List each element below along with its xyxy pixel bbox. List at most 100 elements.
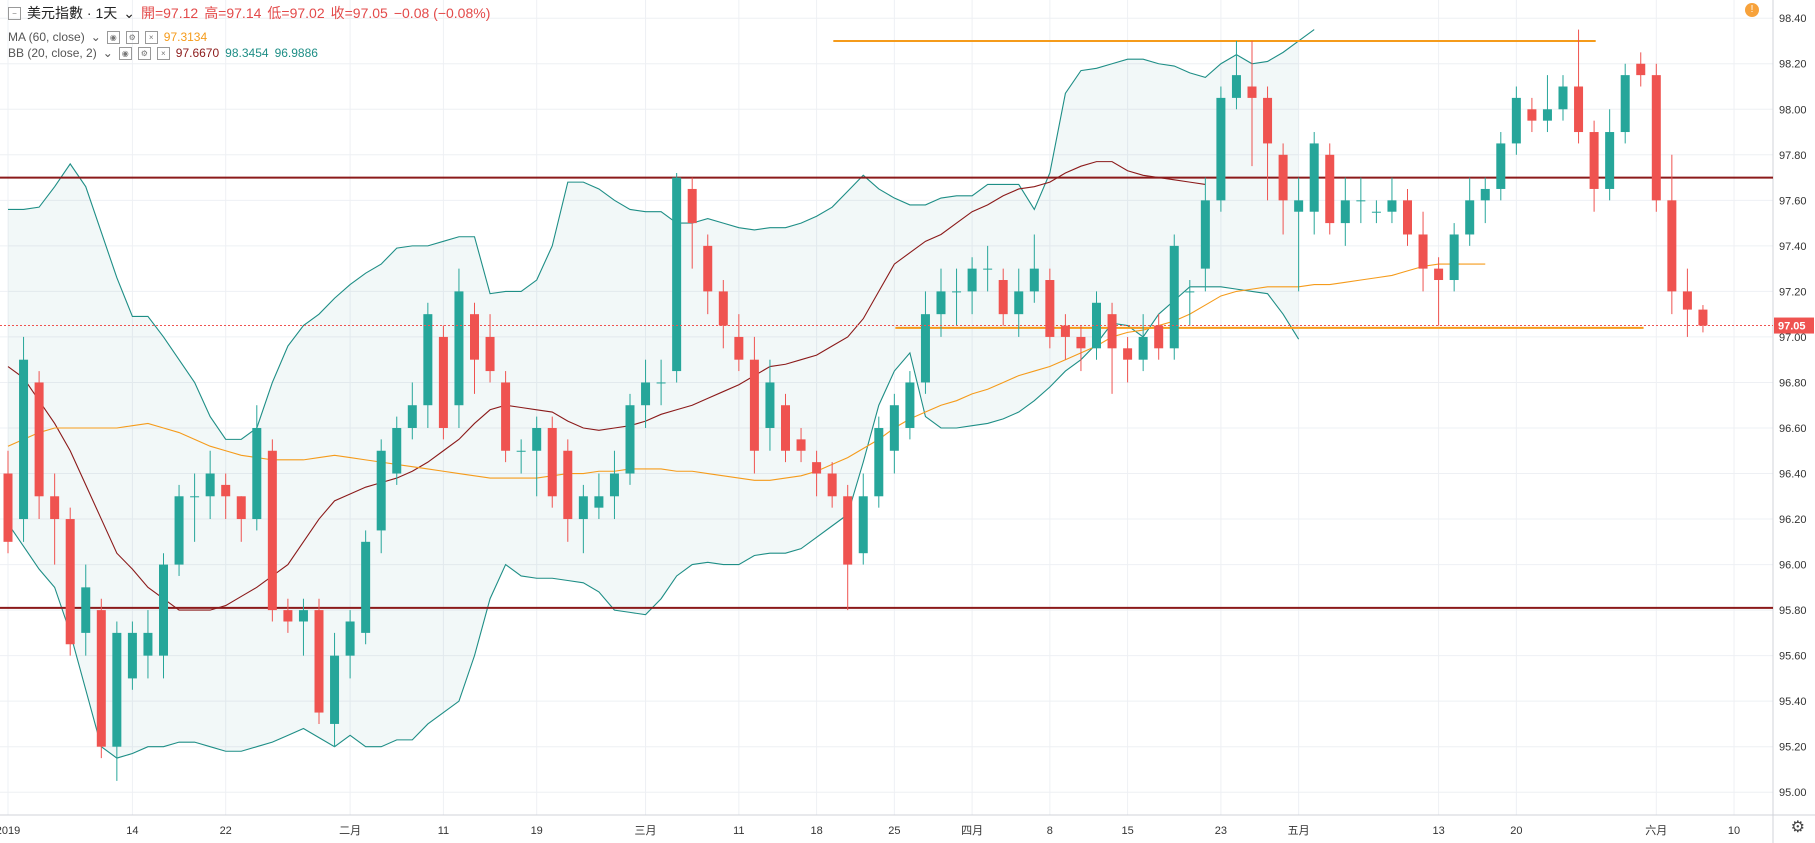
- candle-body: [812, 462, 822, 474]
- candle-body: [1558, 86, 1568, 110]
- candle-body: [874, 427, 884, 497]
- x-tick-label: 二月: [339, 825, 361, 837]
- bb-upper-line: [8, 29, 1315, 440]
- y-tick-label: 95.20: [1779, 742, 1807, 754]
- candle-body: [267, 450, 277, 611]
- candle-body: [1060, 325, 1070, 337]
- candle-body: [236, 496, 246, 520]
- candle-body: [50, 496, 60, 520]
- candle-body: [1698, 309, 1708, 326]
- candle-body: [485, 336, 495, 372]
- candle-body: [205, 473, 215, 497]
- candle-body: [34, 382, 44, 497]
- gear-icon[interactable]: ⚙: [137, 46, 151, 60]
- y-tick-label: 95.00: [1779, 787, 1807, 799]
- x-tick-label: 四月: [961, 825, 983, 837]
- last-price-tag: [1774, 317, 1814, 334]
- candle-body: [1511, 97, 1521, 144]
- candle-body: [361, 541, 371, 633]
- x-tick-label: 10: [1728, 825, 1740, 837]
- candle-body: [1029, 268, 1039, 292]
- candle-body: [796, 439, 806, 451]
- candle-body: [298, 610, 308, 622]
- gear-icon[interactable]: ⚙: [1790, 819, 1805, 836]
- x-tick-label: 20: [1510, 825, 1522, 837]
- candle-body: [501, 382, 511, 451]
- candle-body: [1636, 63, 1646, 76]
- candle-body: [858, 496, 868, 554]
- minus-square-icon[interactable]: −: [8, 6, 21, 20]
- candle-body: [625, 405, 635, 474]
- x-tick-label: 22: [220, 825, 232, 837]
- candle-body: [96, 610, 106, 747]
- candle-body: [1620, 75, 1630, 133]
- candle-body: [1340, 200, 1350, 224]
- symbol-header: − 美元指數 · 1天 ⌄ 開=97.12 高=97.14 低=97.02 收=…: [8, 3, 496, 23]
- chevron-down-icon[interactable]: ⌄: [90, 30, 101, 44]
- bb-basis-value: 97.6670: [175, 46, 220, 60]
- y-tick-label: 95.80: [1779, 605, 1807, 617]
- bb-band-fill: [8, 40, 1299, 759]
- candle-body: [734, 336, 744, 360]
- candle-body: [1356, 200, 1366, 202]
- candle-body: [1403, 200, 1412, 235]
- candle-body: [1651, 75, 1661, 201]
- candle-body: [1014, 291, 1024, 315]
- x-tick-label: 8: [1047, 825, 1053, 837]
- candle-body: [1123, 348, 1133, 360]
- y-tick-label: 98.00: [1779, 104, 1807, 116]
- chevron-down-icon[interactable]: ⌄: [102, 46, 113, 60]
- x-tick-label: 14: [126, 825, 138, 837]
- candle-body: [1278, 154, 1288, 201]
- gear-icon[interactable]: ⚙: [125, 30, 139, 44]
- candle-body: [749, 359, 759, 451]
- candle-body: [827, 473, 837, 497]
- candle-body: [920, 314, 930, 383]
- candle-body: [438, 336, 448, 428]
- eye-icon[interactable]: ◉: [106, 30, 120, 44]
- candle-body: [1169, 245, 1179, 349]
- candle-body: [703, 245, 713, 292]
- candle-body: [516, 450, 526, 452]
- candle-body: [1247, 86, 1257, 98]
- y-tick-label: 98.20: [1779, 59, 1807, 71]
- close-icon[interactable]: ×: [156, 46, 170, 60]
- symbol-name[interactable]: 美元指數 · 1天: [27, 5, 118, 21]
- y-tick-label: 96.80: [1779, 377, 1807, 389]
- x-tick-label: 23: [1215, 825, 1227, 837]
- open-value: 開=97.12: [140, 5, 199, 21]
- y-tick-label: 96.00: [1779, 560, 1807, 572]
- candle-body: [1185, 291, 1195, 293]
- candle-body: [19, 359, 29, 520]
- bb-basis-line: [7, 161, 1206, 611]
- candle-body: [1138, 336, 1148, 360]
- candle-body: [252, 427, 262, 520]
- y-tick-label: 96.40: [1779, 469, 1807, 481]
- candle-body: [1667, 200, 1677, 292]
- candle-body: [1076, 336, 1086, 349]
- close-icon[interactable]: ×: [144, 30, 158, 44]
- candle-body: [1480, 188, 1490, 201]
- candle-body: [998, 280, 1008, 315]
- ma-value: 97.3134: [163, 30, 208, 44]
- candle-body: [143, 632, 153, 656]
- candle-body: [1496, 143, 1506, 189]
- candle-body: [1371, 211, 1381, 213]
- candle-body: [174, 496, 184, 565]
- eye-icon[interactable]: ◉: [118, 46, 132, 60]
- candle-body: [1574, 86, 1584, 133]
- candle-body: [1449, 234, 1459, 281]
- candle-body: [905, 382, 915, 428]
- candle-body: [190, 496, 200, 498]
- bb-upper-value: 98.3454: [225, 46, 269, 60]
- y-tick-label: 97.80: [1779, 150, 1807, 162]
- y-tick-label: 96.60: [1779, 423, 1807, 435]
- candle-body: [314, 610, 324, 713]
- bb-label[interactable]: BB (20, close, 2): [8, 46, 97, 60]
- ma-label[interactable]: MA (60, close): [8, 30, 85, 44]
- candle-body: [656, 382, 666, 384]
- chevron-down-icon[interactable]: ⌄: [123, 4, 135, 21]
- candle-body: [423, 314, 433, 406]
- alert-icon[interactable]: !: [1745, 3, 1759, 17]
